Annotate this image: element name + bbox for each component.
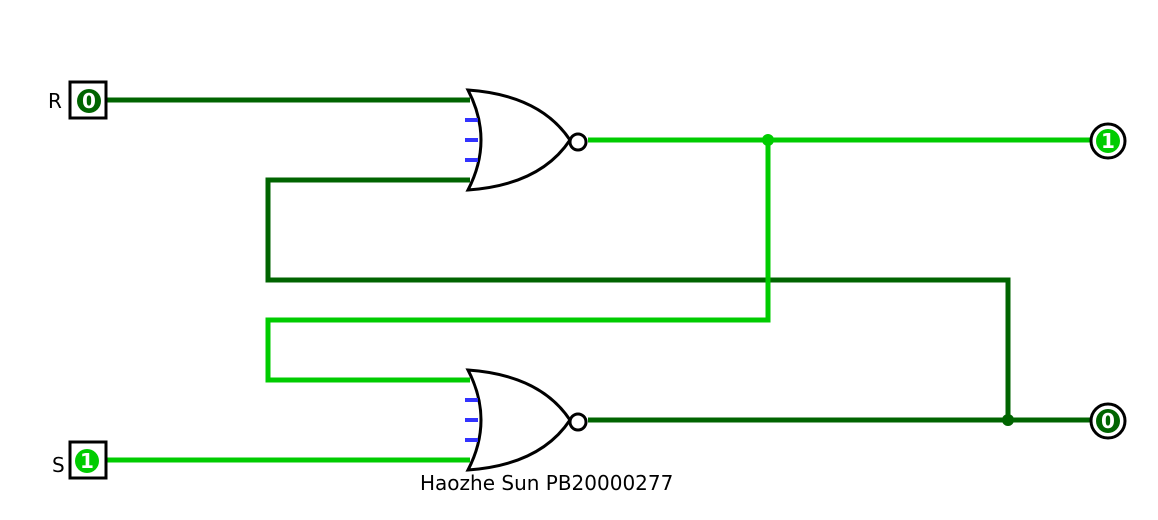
junction-top (762, 134, 774, 146)
input-pin-s[interactable]: S 1 (52, 440, 108, 480)
wires (104, 97, 1095, 463)
input-r-indicator (77, 89, 101, 113)
input-r-label: R (48, 89, 62, 113)
wire-feedback-to-bottom[interactable] (265, 140, 771, 383)
junction-bottom (1002, 414, 1014, 426)
author-caption: Haozhe Sun PB20000277 (420, 471, 673, 495)
nor-gate-top-body (465, 88, 572, 192)
nor-gate-top[interactable] (465, 88, 588, 192)
input-r-value: 0 (82, 89, 96, 113)
output-top-indicator (1096, 129, 1120, 153)
input-s-label: S (52, 453, 65, 477)
output-pin-top: 1 (1089, 122, 1127, 160)
input-s-indicator (75, 449, 99, 473)
input-s-value: 1 (80, 449, 94, 473)
nor-gate-bottom-bubble (568, 412, 588, 432)
nor-gate-bottom-pins (465, 398, 478, 442)
nor-gate-bottom-body (465, 368, 572, 472)
input-pin-r[interactable]: R 0 (48, 80, 108, 120)
output-bottom-value: 0 (1101, 409, 1115, 433)
nor-gate-bottom[interactable] (465, 368, 588, 472)
nor-gate-top-pins (465, 118, 478, 162)
nor-gate-top-bubble (568, 132, 588, 152)
output-top-value: 1 (1101, 129, 1115, 153)
output-bottom-indicator (1096, 409, 1120, 433)
output-pin-bottom: 0 (1089, 402, 1127, 440)
wire-feedback-to-top[interactable] (265, 177, 1011, 420)
